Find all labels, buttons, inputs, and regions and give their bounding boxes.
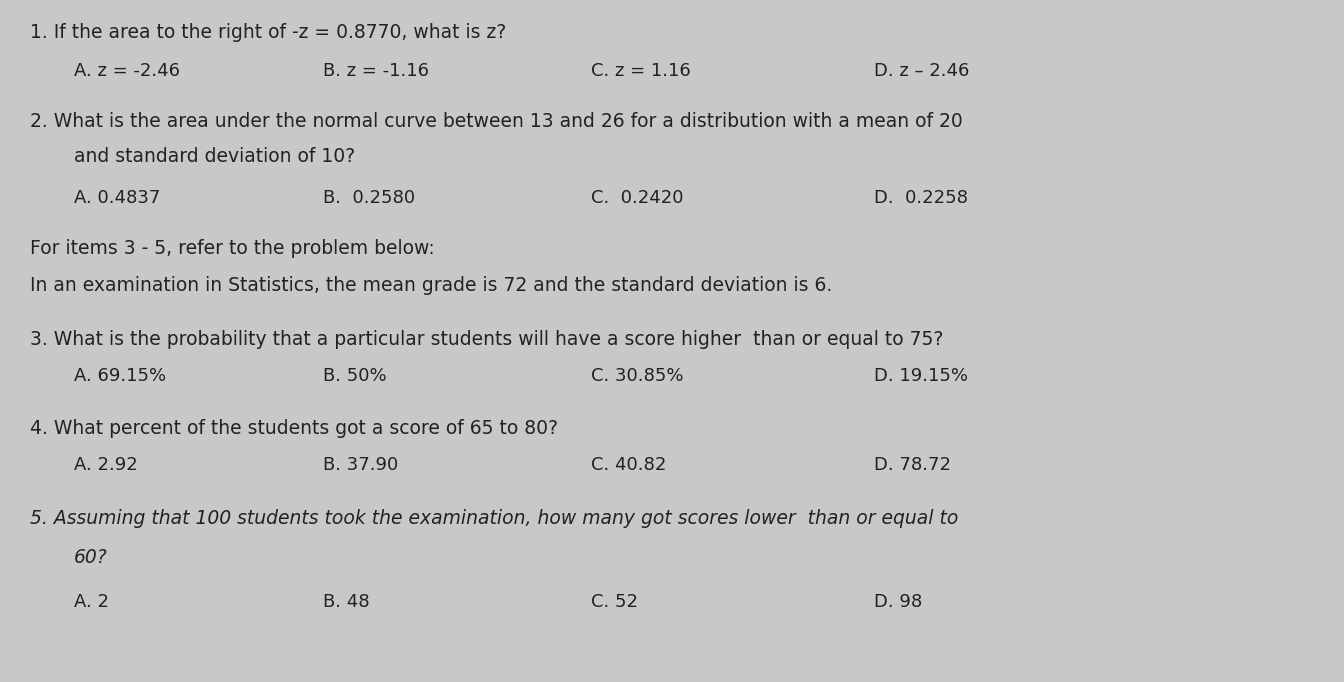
Text: 3. What is the probability that a particular students will have a score higher  : 3. What is the probability that a partic…	[30, 330, 943, 349]
Text: For items 3 - 5, refer to the problem below:: For items 3 - 5, refer to the problem be…	[30, 239, 434, 258]
Text: 1. If the area to the right of -z = 0.8770, what is z?: 1. If the area to the right of -z = 0.87…	[30, 23, 505, 42]
Text: D. z – 2.46: D. z – 2.46	[874, 62, 969, 80]
Text: A. 2.92: A. 2.92	[74, 456, 137, 474]
Text: A. 0.4837: A. 0.4837	[74, 189, 160, 207]
Text: B. z = -1.16: B. z = -1.16	[323, 62, 429, 80]
Text: C.  0.2420: C. 0.2420	[591, 189, 684, 207]
Text: In an examination in Statistics, the mean grade is 72 and the standard deviation: In an examination in Statistics, the mea…	[30, 276, 832, 295]
Text: C. 30.85%: C. 30.85%	[591, 368, 684, 385]
Text: C. 52: C. 52	[591, 593, 638, 610]
Text: A. 69.15%: A. 69.15%	[74, 368, 167, 385]
Text: D. 78.72: D. 78.72	[874, 456, 950, 474]
Text: A. 2: A. 2	[74, 593, 109, 610]
Text: 5. Assuming that 100 students took the examination, how many got scores lower  t: 5. Assuming that 100 students took the e…	[30, 509, 958, 528]
Text: C. z = 1.16: C. z = 1.16	[591, 62, 691, 80]
Text: 4. What percent of the students got a score of 65 to 80?: 4. What percent of the students got a sc…	[30, 419, 558, 438]
Text: 2. What is the area under the normal curve between 13 and 26 for a distribution : 2. What is the area under the normal cur…	[30, 112, 962, 131]
Text: B. 50%: B. 50%	[323, 368, 386, 385]
Text: B.  0.2580: B. 0.2580	[323, 189, 415, 207]
Text: B. 37.90: B. 37.90	[323, 456, 398, 474]
Text: 60?: 60?	[74, 548, 108, 567]
Text: B. 48: B. 48	[323, 593, 370, 610]
Text: and standard deviation of 10?: and standard deviation of 10?	[74, 147, 355, 166]
Text: D.  0.2258: D. 0.2258	[874, 189, 968, 207]
Text: D. 19.15%: D. 19.15%	[874, 368, 968, 385]
Text: D. 98: D. 98	[874, 593, 922, 610]
Text: A. z = -2.46: A. z = -2.46	[74, 62, 180, 80]
Text: C. 40.82: C. 40.82	[591, 456, 667, 474]
